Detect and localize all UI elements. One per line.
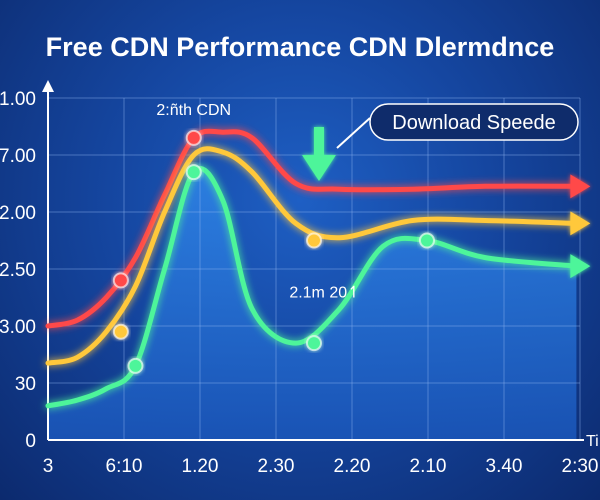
- series-marker: [418, 232, 435, 249]
- legend-label: Download Speede: [392, 112, 555, 134]
- y-tick-label: 30: [15, 374, 36, 395]
- x-tick-label: 2.30: [258, 456, 295, 477]
- x-tick-label: 1.20: [182, 456, 219, 477]
- series-arrowhead: [570, 174, 591, 199]
- series-marker: [112, 272, 129, 289]
- series-line: [45, 128, 579, 329]
- down-arrow-icon: [302, 127, 336, 181]
- up-arrow-icon: [42, 80, 54, 92]
- series-marker: [185, 129, 202, 146]
- annotation-dip: 2.1m 20↿: [289, 285, 360, 302]
- y-tick-label: 2.50: [0, 260, 36, 281]
- y-tick-label: 2.00: [0, 203, 36, 224]
- area-fill: [48, 168, 577, 441]
- series-marker: [306, 335, 322, 352]
- annotation-peak: 2:ñth CDN: [156, 102, 231, 119]
- series-marker: [112, 323, 129, 340]
- area-fill-layer: [48, 168, 577, 441]
- legend-box: [369, 103, 579, 141]
- x-tick-label: 2.10: [410, 456, 447, 477]
- markers-layer: [112, 129, 435, 374]
- y-tick-label: 0: [25, 431, 36, 452]
- x-axis-label: Ti: [586, 433, 599, 450]
- x-tick-label: 2:30: [562, 456, 599, 477]
- y-tick-label: 1.00: [0, 89, 36, 110]
- series-line: [45, 146, 579, 366]
- y-ticks: 0 30 3.00 2.50 2.00 7.00 1.00: [0, 89, 36, 452]
- series-arrowhead: [570, 254, 591, 279]
- axes: Ti: [42, 80, 599, 450]
- legend: Download Speede: [336, 103, 579, 149]
- x-tick-label: 6:10: [106, 456, 143, 477]
- series-marker: [306, 232, 322, 249]
- x-ticks: 3 6:10 1.20 2.30 2.20 2.10 3.40 2:30: [43, 456, 599, 477]
- x-tick-label: 2.20: [334, 456, 371, 477]
- series-marker: [185, 164, 202, 181]
- y-tick-label: 7.00: [0, 146, 36, 167]
- annotations: 2:ñth CDN 2.1m 20↿: [156, 102, 360, 301]
- series-marker: [127, 357, 144, 374]
- x-tick-label: 3: [43, 456, 54, 477]
- series-arrowhead: [570, 211, 591, 236]
- legend-pointer: [336, 117, 371, 149]
- y-tick-label: 3.00: [0, 317, 36, 338]
- x-tick-label: 3.40: [486, 456, 523, 477]
- chart-title: Free CDN Performance CDN Dlermdnce: [46, 32, 555, 62]
